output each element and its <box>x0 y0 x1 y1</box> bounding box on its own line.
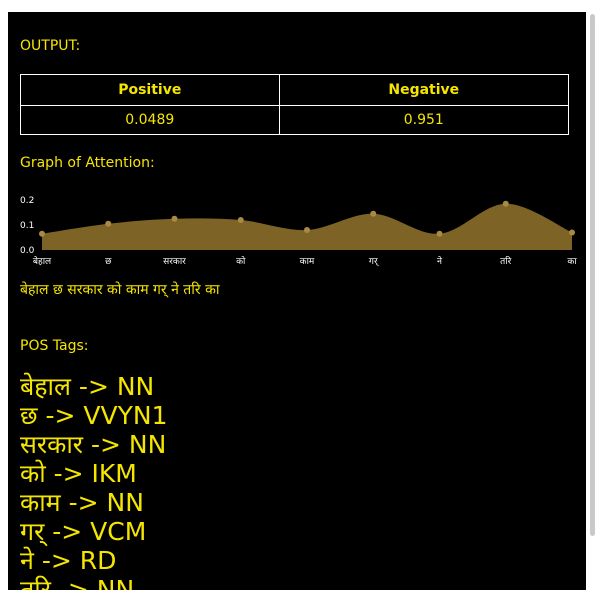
x-tick-label: ने <box>437 255 443 267</box>
pos-tag-item: गर् -> VCM <box>20 517 147 546</box>
attention-point <box>39 230 45 237</box>
positive-header: Positive <box>20 74 280 106</box>
result-header-row: Positive Negative <box>20 74 570 106</box>
scrollbar-thumb[interactable] <box>590 14 595 536</box>
negative-header: Negative <box>278 74 570 106</box>
attention-point <box>569 229 575 236</box>
pos-tags-label: POS Tags: <box>20 338 89 354</box>
x-tick-label: तरि <box>500 255 511 267</box>
y-tick-label: 0.2 <box>20 196 34 206</box>
result-table: Positive Negative 0.0489 0.951 <box>20 74 570 135</box>
pos-tag-item: ने -> RD <box>20 546 117 575</box>
result-value-row: 0.0489 0.951 <box>20 105 570 135</box>
y-tick-label: 0.0 <box>20 246 35 256</box>
attention-area <box>42 203 572 250</box>
output-label: OUTPUT: <box>20 38 81 54</box>
positive-value: 0.0489 <box>20 105 280 135</box>
output-panel: OUTPUT: Positive Negative 0.0489 0.951 G… <box>8 12 586 590</box>
attention-chart: 0.2 0.1 0.0बेहाल छ सरकार को काम गर् ने तरि का <box>20 196 577 267</box>
attention-point <box>105 220 112 227</box>
y-tick-label: 0.1 <box>20 221 34 231</box>
x-tick-label: को <box>236 255 246 267</box>
attention-point <box>436 230 443 237</box>
attention-point <box>370 210 377 217</box>
x-tick-label: छ <box>105 257 112 267</box>
pos-tag-item: छ -> VVYN1 <box>20 401 168 430</box>
pos-tag-item: बेहाल -> NN <box>20 372 155 401</box>
attention-point <box>171 215 178 222</box>
attention-point <box>237 217 244 223</box>
pos-tag-item: तरि -> NN <box>20 575 135 590</box>
vertical-scrollbar[interactable] <box>587 12 598 590</box>
pos-tag-item: काम -> NN <box>20 488 144 517</box>
negative-value: 0.951 <box>278 105 570 135</box>
x-tick-label: का <box>567 257 577 267</box>
attention-graph-label: Graph of Attention: <box>20 155 155 171</box>
pos-tag-item: को -> IKM <box>20 459 137 488</box>
pos-tag-item: सरकार -> NN <box>20 430 167 459</box>
pos-tag-list: बेहाल -> NN छ -> VVYN1 सरकार -> NN को -> IK… <box>20 372 167 590</box>
x-tick-label: बेहाल <box>33 255 52 267</box>
attention-point <box>304 227 310 233</box>
x-tick-label: काम <box>300 257 315 267</box>
attention-point <box>502 200 509 207</box>
sentence-text: बेहाल छ सरकार को काम गर् ने तरि का <box>20 282 220 298</box>
x-tick-label: सरकार <box>163 257 186 267</box>
x-tick-label: गर् <box>369 257 380 267</box>
